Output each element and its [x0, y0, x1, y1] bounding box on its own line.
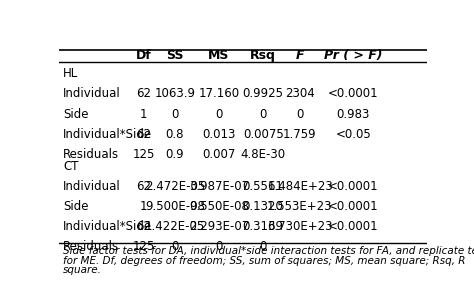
Text: 0.3169: 0.3169 — [243, 220, 283, 233]
Text: 0: 0 — [259, 240, 267, 253]
Text: Df: Df — [136, 49, 152, 63]
Text: Individual*Side: Individual*Side — [63, 128, 152, 141]
Text: 1.759: 1.759 — [283, 128, 317, 141]
Text: square.: square. — [63, 265, 102, 275]
Text: Residuals: Residuals — [63, 148, 119, 161]
Text: Pr ( > F): Pr ( > F) — [324, 49, 383, 63]
Text: Individual*Side: Individual*Side — [63, 220, 152, 233]
Text: 1.422E-05: 1.422E-05 — [145, 220, 205, 233]
Text: 1: 1 — [140, 200, 147, 213]
Text: 0.1320: 0.1320 — [243, 200, 283, 213]
Text: Side: Side — [63, 107, 89, 120]
Text: <0.0001: <0.0001 — [328, 220, 378, 233]
Text: 2.472E-05: 2.472E-05 — [145, 180, 205, 193]
Text: 3.730E+23: 3.730E+23 — [267, 220, 333, 233]
Text: 0.9: 0.9 — [165, 148, 184, 161]
Text: MS: MS — [209, 49, 230, 63]
Text: Side factor tests for DA, individual*side interaction tests for FA, and replicat: Side factor tests for DA, individual*sid… — [63, 246, 474, 256]
Text: 62: 62 — [136, 220, 151, 233]
Text: 3.987E-07: 3.987E-07 — [189, 180, 249, 193]
Text: 0: 0 — [259, 107, 267, 120]
Text: 0: 0 — [171, 240, 179, 253]
Text: 0: 0 — [215, 240, 223, 253]
Text: 0: 0 — [296, 107, 303, 120]
Text: 125: 125 — [133, 148, 155, 161]
Text: 1.553E+23: 1.553E+23 — [267, 200, 333, 213]
Text: 4.8E-30: 4.8E-30 — [241, 148, 286, 161]
Text: CT: CT — [63, 160, 78, 173]
Text: Side: Side — [63, 200, 89, 213]
Text: 62: 62 — [136, 87, 151, 100]
Text: 125: 125 — [133, 240, 155, 253]
Text: 1063.9: 1063.9 — [155, 87, 195, 100]
Text: HL: HL — [63, 67, 78, 80]
Text: 0.5511: 0.5511 — [243, 180, 283, 193]
Text: Rsq: Rsq — [250, 49, 276, 63]
Text: 2.293E-07: 2.293E-07 — [189, 220, 249, 233]
Text: Individual: Individual — [63, 87, 121, 100]
Text: 0.0075: 0.0075 — [243, 128, 283, 141]
Text: Individual: Individual — [63, 180, 121, 193]
Text: 17.160: 17.160 — [199, 87, 240, 100]
Text: 6.484E+23: 6.484E+23 — [267, 180, 333, 193]
Text: 0.983: 0.983 — [337, 107, 370, 120]
Text: 62: 62 — [136, 180, 151, 193]
Text: 0: 0 — [215, 107, 223, 120]
Text: 9.550E-08: 9.550E-08 — [189, 200, 249, 213]
Text: 9.500E-08: 9.500E-08 — [145, 200, 205, 213]
Text: <0.0001: <0.0001 — [328, 87, 378, 100]
Text: 0.8: 0.8 — [166, 128, 184, 141]
Text: 0.007: 0.007 — [202, 148, 236, 161]
Text: 2304: 2304 — [285, 87, 315, 100]
Text: 62: 62 — [136, 128, 151, 141]
Text: <0.0001: <0.0001 — [328, 180, 378, 193]
Text: 1: 1 — [140, 107, 147, 120]
Text: F: F — [296, 49, 304, 63]
Text: SS: SS — [166, 49, 184, 63]
Text: Residuals: Residuals — [63, 240, 119, 253]
Text: 0.9925: 0.9925 — [243, 87, 283, 100]
Text: for ME. Df, degrees of freedom; SS, sum of squares; MS, mean square; Rsq, R: for ME. Df, degrees of freedom; SS, sum … — [63, 256, 465, 265]
Text: 0: 0 — [171, 107, 179, 120]
Text: <0.0001: <0.0001 — [328, 200, 378, 213]
Text: 0.013: 0.013 — [202, 128, 236, 141]
Text: <0.05: <0.05 — [335, 128, 371, 141]
